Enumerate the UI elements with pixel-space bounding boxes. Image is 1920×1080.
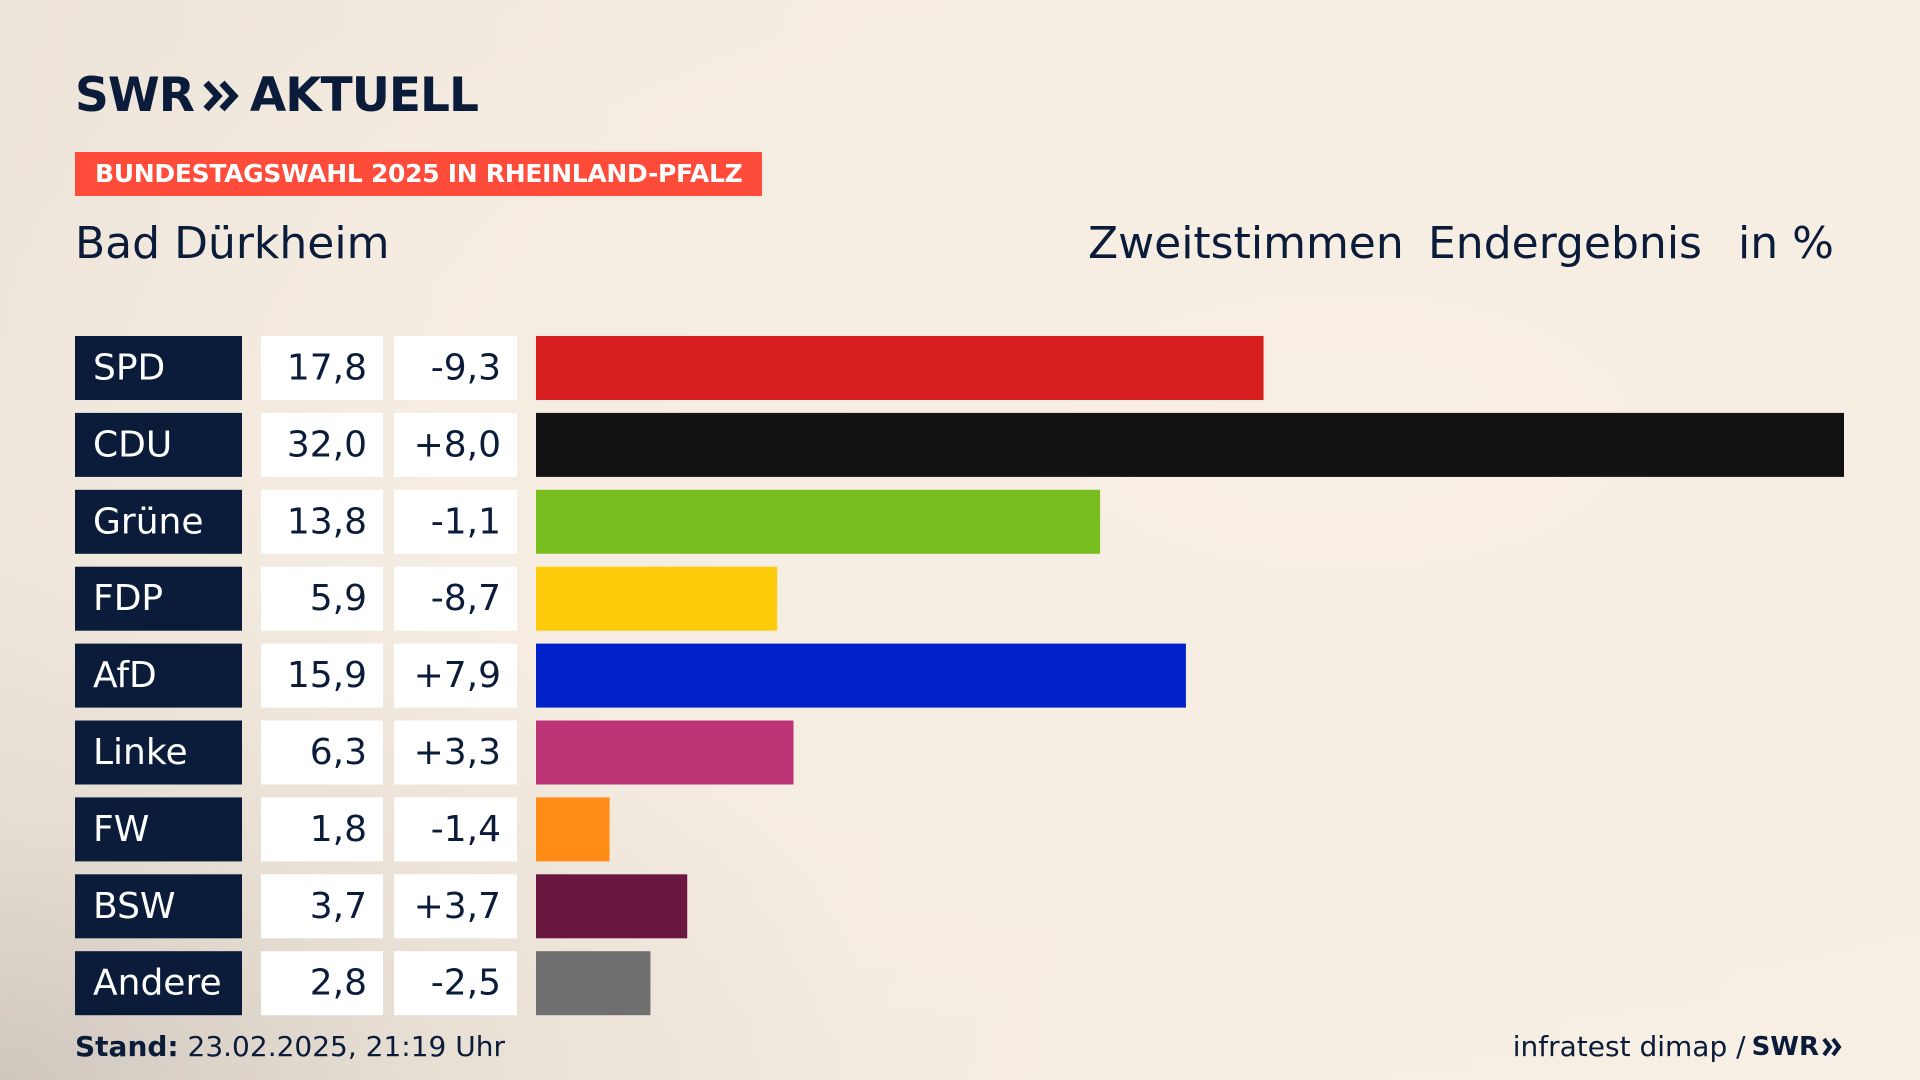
party-label-box [75, 643, 242, 708]
party-label-box [75, 951, 242, 1016]
value-box [261, 951, 383, 1016]
unit-label: in % [1738, 218, 1834, 269]
value-label: 13,8 [287, 501, 367, 542]
logo-swr-text: SWR [75, 68, 195, 123]
vote-type-label: Zweitstimmen [1088, 218, 1404, 269]
party-name: AfD [93, 655, 157, 696]
value-label: 15,9 [287, 655, 367, 696]
change-label: +7,9 [414, 655, 501, 696]
bar-andere [536, 951, 651, 1016]
bar-bsw [536, 874, 688, 939]
party-label-box [75, 720, 242, 785]
value-label: 6,3 [310, 732, 367, 773]
change-box [394, 643, 517, 708]
value-box [261, 643, 383, 708]
party-name: Grüne [93, 501, 203, 542]
value-label: 2,8 [310, 963, 367, 1004]
party-name: Andere [93, 963, 222, 1004]
change-box [394, 336, 517, 400]
election-tag: BUNDESTAGSWAHL 2025 IN RHEINLAND-PFALZ [75, 152, 763, 196]
change-box [394, 412, 517, 477]
value-label: 5,9 [310, 578, 367, 619]
change-label: +3,3 [414, 732, 501, 773]
swr-small-text: SWR [1751, 1031, 1819, 1062]
change-label: -1,4 [431, 809, 501, 850]
change-label: -9,3 [431, 348, 501, 389]
party-label-box [75, 412, 242, 477]
value-box [261, 566, 383, 631]
bar-fdp [536, 566, 778, 631]
party-name: FDP [93, 578, 163, 619]
change-box [394, 566, 517, 631]
change-box [394, 797, 517, 862]
small-double-chevron-icon [1822, 1037, 1842, 1056]
value-box [261, 336, 383, 400]
source-credit: infratest dimap / SWR [1513, 1030, 1844, 1063]
party-name: FW [93, 809, 149, 850]
double-chevron-icon [203, 80, 239, 111]
value-label: 3,7 [310, 886, 367, 927]
value-label: 17,8 [287, 348, 367, 389]
value-box [261, 720, 383, 785]
party-label-box [75, 874, 242, 939]
value-label: 32,0 [287, 424, 367, 465]
value-box [261, 412, 383, 477]
change-label: +3,7 [414, 886, 501, 927]
party-name: CDU [93, 424, 172, 465]
value-box [261, 797, 383, 862]
bar-linke [536, 720, 794, 785]
swr-aktuell-logo: SWR AKTUELL [75, 68, 479, 123]
bar-fw [536, 797, 610, 862]
party-name: BSW [93, 886, 176, 927]
logo-aktuell-text: AKTUELL [249, 68, 479, 123]
change-label: +8,0 [414, 424, 501, 465]
stand-value: 23.02.2025, 21:19 Uhr [187, 1030, 505, 1063]
result-type-label: Endergebnis [1428, 218, 1702, 269]
value-label: 1,8 [310, 809, 367, 850]
timestamp: Stand: 23.02.2025, 21:19 Uhr [75, 1030, 505, 1063]
change-box [394, 489, 517, 554]
value-box [261, 489, 383, 554]
party-label-box [75, 566, 242, 631]
value-box [261, 874, 383, 939]
party-name: Linke [93, 732, 188, 773]
swr-small-logo: SWR [1752, 1032, 1844, 1062]
party-label-box [75, 797, 242, 862]
change-box [394, 874, 517, 939]
region-title: Bad Dürkheim [75, 218, 390, 269]
change-box [394, 720, 517, 785]
party-label-box [75, 489, 242, 554]
source-text: infratest dimap / [1512, 1030, 1746, 1063]
bar-gr-ne [536, 489, 1101, 554]
change-box [394, 951, 517, 1016]
change-label: -8,7 [431, 578, 501, 619]
bar-spd [536, 336, 1264, 400]
stand-label: Stand: [75, 1030, 179, 1063]
change-label: -2,5 [431, 963, 501, 1004]
party-label-box [75, 336, 242, 400]
bar-cdu [536, 412, 1844, 477]
party-name: SPD [93, 348, 165, 389]
bar-afd [536, 643, 1186, 708]
change-label: -1,1 [431, 501, 501, 542]
